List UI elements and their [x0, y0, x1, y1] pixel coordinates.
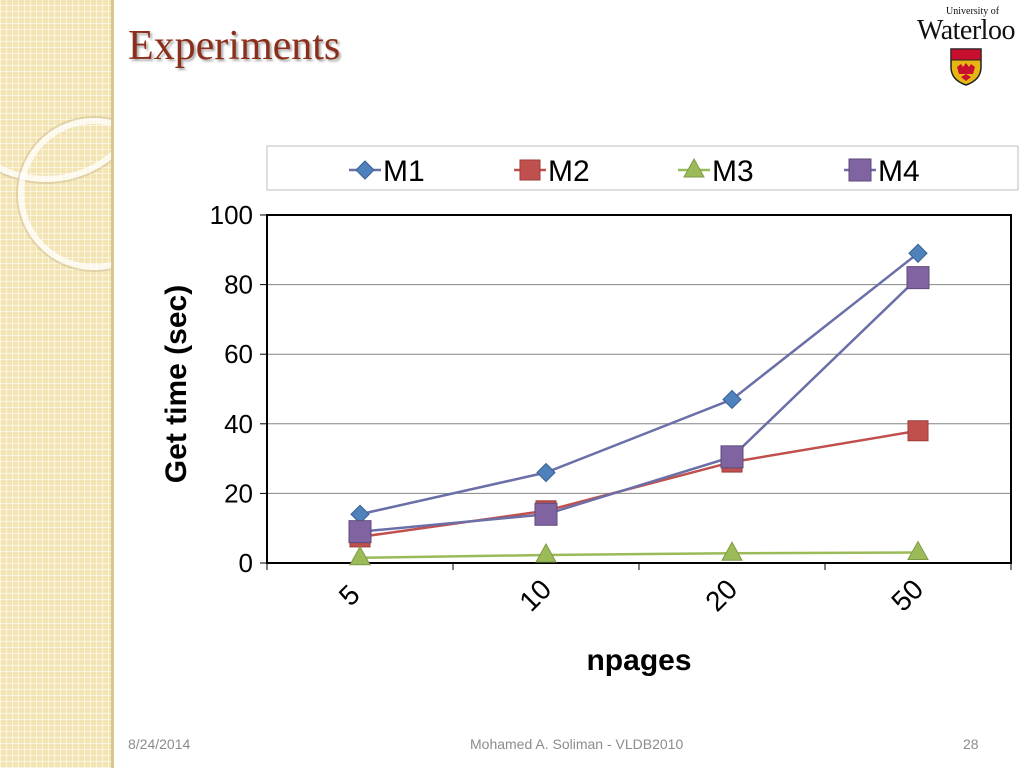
series-line-m1	[359, 252, 919, 516]
data-point-m3	[721, 541, 743, 561]
data-point-m1	[908, 243, 928, 263]
legend-label: M4	[878, 155, 920, 188]
crest-icon	[950, 48, 982, 86]
legend-label: M3	[712, 155, 754, 188]
legend-label: M1	[383, 155, 425, 188]
data-point-m3	[907, 540, 929, 561]
series-line-m2	[359, 429, 919, 539]
university-logo: University of Waterloo	[912, 6, 1020, 90]
y-axis: 0 20 40 60 80 100	[210, 200, 267, 578]
x-axis-label: npages	[586, 644, 691, 677]
x-axis: 5 10 20 50	[266, 563, 1012, 617]
footer-date: 8/24/2014	[128, 736, 191, 752]
data-point-m4	[906, 266, 930, 290]
legend-label: M2	[548, 155, 590, 188]
x-tick-label: 5	[333, 579, 366, 612]
series-line-m3	[359, 551, 919, 560]
legend-marker	[848, 158, 872, 182]
legend-marker	[355, 160, 375, 180]
x-tick-label: 50	[885, 573, 929, 617]
y-axis-label: Get time (sec)	[160, 285, 193, 483]
y-tick-label: 80	[224, 270, 253, 300]
footer-page-number: 28	[963, 736, 979, 752]
data-point-m2	[907, 420, 929, 442]
series-m2	[349, 420, 929, 548]
legend-marker	[519, 159, 541, 181]
decorative-sidebar	[0, 0, 114, 768]
y-tick-label: 20	[224, 478, 253, 508]
grid-lines	[267, 284, 1011, 494]
series-group	[348, 243, 930, 566]
data-point-m4	[534, 502, 558, 526]
logo-line1: University of	[946, 6, 1000, 17]
data-point-m3	[349, 545, 371, 566]
y-tick-label: 100	[210, 200, 253, 230]
series-m4	[348, 266, 930, 544]
data-point-m4	[348, 520, 372, 544]
x-tick-label: 10	[513, 573, 557, 617]
y-tick-label: 60	[224, 339, 253, 369]
data-point-m3	[535, 542, 557, 563]
slide-title: Experiments	[128, 23, 341, 69]
sidebar-edge	[111, 0, 114, 768]
data-point-m4	[720, 445, 744, 469]
logo-line2: Waterloo	[917, 15, 1015, 46]
y-tick-label: 40	[224, 409, 253, 439]
series-m1	[350, 243, 928, 524]
series-line-m4	[359, 276, 919, 533]
chart-legend: M1 M2 M3 M4	[266, 145, 1019, 191]
series-m3	[349, 540, 929, 566]
line-chart: M1 M2 M3 M4 0 20 40 60 80 100 5 10 20 50 Get time (…	[160, 145, 1019, 677]
data-point-m1	[722, 389, 742, 410]
footer-author: Mohamed A. Soliman - VLDB2010	[470, 736, 684, 752]
data-point-m1	[536, 462, 556, 483]
legend-marker	[683, 157, 705, 178]
x-tick-label: 20	[699, 573, 743, 617]
legend-box	[266, 145, 1019, 191]
y-tick-label: 0	[239, 548, 253, 578]
